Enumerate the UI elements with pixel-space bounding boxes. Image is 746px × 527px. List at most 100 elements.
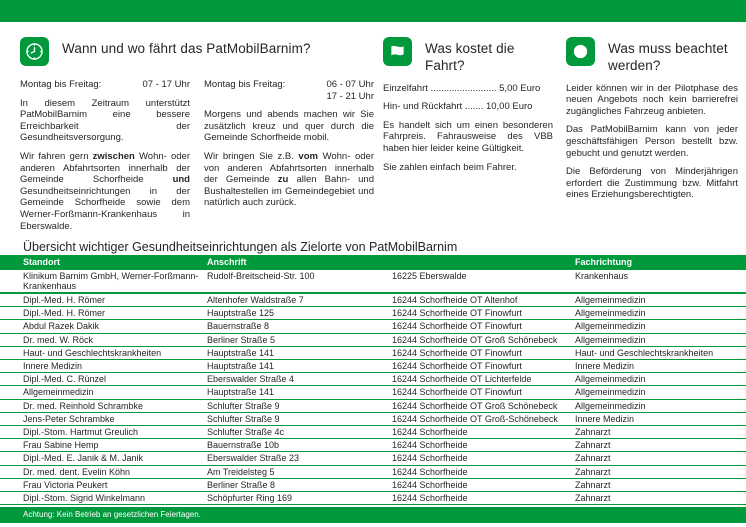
cell-standort: Abdul Razek Dakik bbox=[0, 319, 207, 334]
footer-bar: Achtung: Kein Betrieb an gesetzlichen Fe… bbox=[0, 507, 746, 523]
table-row: Haut- und Geschlechtskrankheiten Hauptst… bbox=[0, 346, 746, 360]
cell-fachrichtung: Innere Medizin bbox=[575, 359, 746, 374]
cell-fachrichtung: Allgemeinmedizin bbox=[575, 292, 746, 308]
table-row: Dipl.-Stom. Sigrid Winkelmann Schöpfurte… bbox=[0, 491, 746, 506]
paragraph: Die Beförderung von Minderjährigen erfor… bbox=[566, 166, 738, 201]
schedule-column-1: Montag bis Freitag: 07 - 17 Uhr In diese… bbox=[20, 79, 190, 239]
cell-ort: 16244 Schorfheide OT Finowfurt bbox=[392, 359, 575, 374]
section-schedule: Wann und wo fährt das PatMobilBarnim? Mo… bbox=[20, 37, 374, 240]
cell-ort: 16244 Schorfheide bbox=[392, 438, 575, 453]
cell-ort: 16244 Schorfheide OT Finowfurt bbox=[392, 346, 575, 360]
cell-fachrichtung: Allgemeinmedizin bbox=[575, 399, 746, 413]
table-row: Jens-Peter Schrambke Schlufter Straße 9 … bbox=[0, 412, 746, 426]
cell-standort: Dipl.-Stom. Hartmut Greulich bbox=[0, 425, 207, 440]
column-header-standort: Standort bbox=[0, 255, 207, 270]
table-row: Frau Sabine Hemp Bauernstraße 10b 16244 … bbox=[0, 438, 746, 453]
table-row: Dr. med. Reinhold Schrambke Schlufter St… bbox=[0, 399, 746, 413]
section-schedule-title: Wann und wo fährt das PatMobilBarnim? bbox=[62, 41, 311, 56]
schedule-column-2: Montag bis Freitag: 06 - 07 Uhr 17 - 21 … bbox=[204, 79, 374, 239]
cell-ort: 16244 Schorfheide bbox=[392, 491, 575, 506]
cell-ort: 16244 Schorfheide OT Finowfurt bbox=[392, 319, 575, 334]
cell-standort: Dipl.-Stom. Sigrid Winkelmann bbox=[0, 491, 207, 506]
cell-standort: Frau Sabine Hemp bbox=[0, 438, 207, 453]
cell-anschrift: Eberswalder Straße 4 bbox=[207, 372, 392, 387]
cell-fachrichtung: Allgemeinmedizin bbox=[575, 333, 746, 347]
table-row: Allgemeinmedizin Hauptstraße 141 16244 S… bbox=[0, 385, 746, 400]
cell-anschrift: Rudolf-Breitscheid-Str. 100 bbox=[207, 269, 392, 294]
paragraph: Sie zahlen einfach beim Fahrer. bbox=[383, 161, 517, 173]
cell-ort: 16244 Schorfheide bbox=[392, 478, 575, 492]
cell-anschrift: Berliner Straße 5 bbox=[207, 333, 392, 347]
section-cost: Was kostet die Fahrt? Einzelfahrt ......… bbox=[383, 37, 553, 240]
cell-anschrift: Hauptstraße 141 bbox=[207, 385, 392, 400]
paragraph: Morgens und abends machen wir Sie zusätz… bbox=[204, 109, 374, 144]
section-notes: Was muss beachtet werden? Leider können … bbox=[566, 37, 738, 240]
hours-line: Montag bis Freitag: 07 - 17 Uhr bbox=[20, 79, 190, 91]
hours-line: Montag bis Freitag: 06 - 07 Uhr 17 - 21 … bbox=[204, 79, 374, 102]
column-header-anschrift: Anschrift bbox=[207, 255, 392, 270]
hours-value: 07 - 17 Uhr bbox=[142, 79, 190, 90]
cell-standort: Frau Victoria Peukert bbox=[0, 478, 207, 492]
cell-anschrift: Eberswalder Straße 23 bbox=[207, 451, 392, 466]
cell-fachrichtung: Zahnarzt bbox=[575, 438, 746, 453]
hours-value: 06 - 07 Uhr 17 - 21 Uhr bbox=[326, 79, 374, 102]
cell-anschrift: Schlufter Straße 9 bbox=[207, 412, 392, 426]
cell-ort: 16244 Schorfheide bbox=[392, 465, 575, 479]
cell-standort: Dr. med. dent. Evelin Köhn bbox=[0, 465, 207, 479]
table-row: Dipl.-Med. H. Römer Hauptstraße 125 1624… bbox=[0, 306, 746, 321]
notice-circle-icon bbox=[566, 37, 595, 66]
paragraph: Das PatMobilBarnim kann von jeder geschä… bbox=[566, 124, 738, 159]
table-row: Innere Medizin Hauptstraße 141 16244 Sch… bbox=[0, 359, 746, 374]
cell-fachrichtung: Allgemeinmedizin bbox=[575, 319, 746, 334]
cell-anschrift: Bauernstraße 8 bbox=[207, 319, 392, 334]
cell-fachrichtung: Allgemeinmedizin bbox=[575, 306, 746, 321]
cell-standort: Innere Medizin bbox=[0, 359, 207, 374]
section-cost-body: Einzelfahrt ......................... 5,… bbox=[383, 83, 553, 174]
cell-anschrift: Bauernstraße 10b bbox=[207, 438, 392, 453]
table-row: Klinikum Barnim GmbH, Werner-Forßmann-Kr… bbox=[0, 269, 746, 294]
facilities-table: Standort Anschrift Fachrichtung Klinikum… bbox=[0, 255, 746, 506]
cell-ort: 16244 Schorfheide OT Groß Schönebeck bbox=[392, 399, 575, 413]
cell-fachrichtung: Zahnarzt bbox=[575, 425, 746, 440]
cell-fachrichtung: Zahnarzt bbox=[575, 451, 746, 466]
section-notes-title: Was muss beachtet werden? bbox=[608, 41, 728, 74]
section-cost-title: Was kostet die Fahrt? bbox=[425, 41, 515, 74]
price-line: Einzelfahrt ......................... 5,… bbox=[383, 82, 541, 94]
cell-fachrichtung: Zahnarzt bbox=[575, 491, 746, 506]
footer-note: Achtung: Kein Betrieb an gesetzlichen Fe… bbox=[23, 510, 201, 519]
table-row: Dipl.-Stom. Hartmut Greulich Schlufter S… bbox=[0, 425, 746, 440]
section-notes-header: Was muss beachtet werden? bbox=[566, 37, 738, 75]
cell-standort: Dipl.-Med. E. Janik & M. Janik bbox=[0, 451, 207, 466]
paragraph: Es handelt sich um einen besonderen Fahr… bbox=[383, 119, 553, 154]
cell-anschrift: Hauptstraße 125 bbox=[207, 306, 392, 321]
cell-standort: Klinikum Barnim GmbH, Werner-Forßmann-Kr… bbox=[0, 269, 207, 294]
cell-standort: Jens-Peter Schrambke bbox=[0, 412, 207, 426]
table-row: Abdul Razek Dakik Bauernstraße 8 16244 S… bbox=[0, 319, 746, 334]
cell-fachrichtung: Haut- und Geschlechtskrankheiten bbox=[575, 346, 746, 360]
table-row: Frau Victoria Peukert Berliner Straße 8 … bbox=[0, 478, 746, 492]
paragraph: Wir bringen Sie z.B. vom Wohn- oder von … bbox=[204, 150, 374, 209]
cell-fachrichtung: Krankenhaus bbox=[575, 269, 746, 294]
info-sections: Wann und wo fährt das PatMobilBarnim? Mo… bbox=[0, 22, 746, 240]
paragraph: Wir fahren gern zwischen Wohn- oder ande… bbox=[20, 150, 190, 232]
banknote-icon bbox=[383, 37, 412, 66]
cell-ort: 16244 Schorfheide OT Altenhof bbox=[392, 292, 575, 308]
column-header-fachrichtung: Fachrichtung bbox=[575, 255, 746, 270]
column-header-ort bbox=[392, 255, 575, 270]
hours-label: Montag bis Freitag: bbox=[20, 79, 102, 90]
section-schedule-body: Montag bis Freitag: 07 - 17 Uhr In diese… bbox=[20, 79, 374, 239]
cell-fachrichtung: Innere Medizin bbox=[575, 412, 746, 426]
cell-anschrift: Hauptstraße 141 bbox=[207, 359, 392, 374]
cell-ort: 16244 Schorfheide OT Groß-Schönebeck bbox=[392, 412, 575, 426]
facilities-table-block: Übersicht wichtiger Gesundheitseinrichtu… bbox=[0, 240, 746, 506]
cell-anschrift: Schlufter Straße 9 bbox=[207, 399, 392, 413]
paragraph: Leider können wir in der Pilotphase des … bbox=[566, 82, 738, 117]
section-notes-body: Leider können wir in der Pilotphase des … bbox=[566, 83, 738, 201]
top-bar bbox=[0, 0, 746, 22]
cell-fachrichtung: Zahnarzt bbox=[575, 465, 746, 479]
section-schedule-header: Wann und wo fährt das PatMobilBarnim? bbox=[20, 37, 374, 66]
table-row: Dipl.-Med. E. Janik & M. Janik Eberswald… bbox=[0, 451, 746, 466]
cell-ort: 16244 Schorfheide bbox=[392, 425, 575, 440]
cell-standort: Allgemeinmedizin bbox=[0, 385, 207, 400]
